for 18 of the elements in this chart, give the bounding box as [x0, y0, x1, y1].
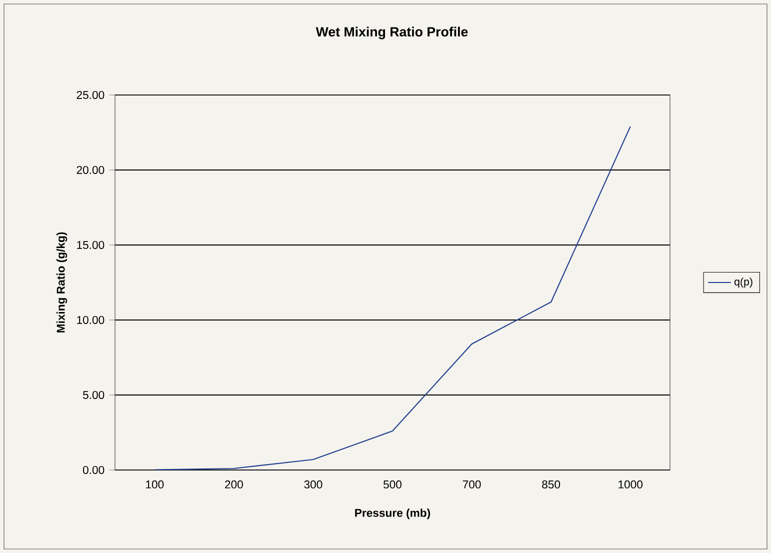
x-tick-label: 700	[462, 480, 481, 488]
x-tick-label: 200	[225, 480, 243, 488]
x-tick-label: 300	[304, 480, 322, 488]
y-tick-label: 20.00	[76, 166, 104, 174]
x-tick-label: 500	[384, 480, 402, 488]
y-tick-label: 10.00	[77, 316, 104, 324]
x-axis-title: Pressure (mb)	[355, 508, 430, 520]
y-tick-label: 5.00	[83, 390, 104, 399]
x-tick-label: 1000	[618, 480, 643, 488]
x-tick-label: 100	[146, 480, 164, 488]
y-tick-label: 25.00	[76, 90, 104, 99]
y-axis-title: Mixing Ratio (g/kg)	[56, 232, 68, 332]
y-tick-label: 0.00	[82, 466, 104, 474]
line-series	[154, 126, 631, 470]
chart-title: Wet Mixing Ratio Profile	[316, 26, 468, 40]
legend-label: q(p)	[734, 278, 752, 288]
y-tick-label: 15.00	[77, 240, 104, 249]
x-tick-label: 850	[542, 480, 560, 488]
